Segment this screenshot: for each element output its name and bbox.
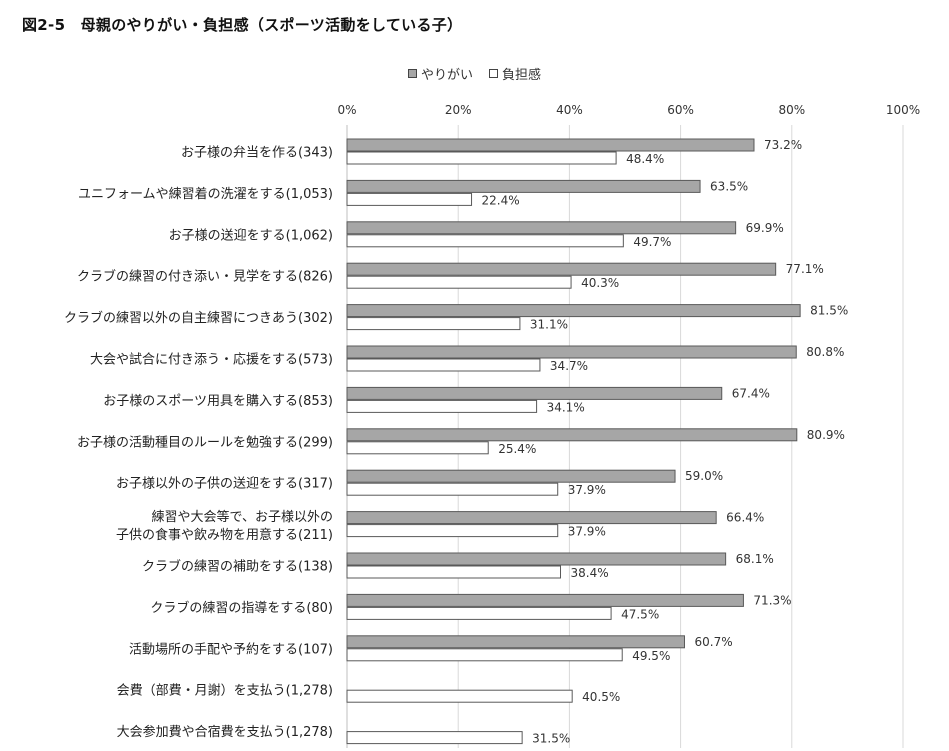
legend-swatch-secondary [489, 69, 498, 78]
category-label: 会費（部費・月謝）を支払う(1,278) [117, 684, 333, 699]
data-label-primary: 69.9% [746, 221, 784, 235]
legend-item-secondary: 負担感 [489, 64, 541, 83]
bar-secondary [346, 275, 572, 289]
data-label-primary: 67.4% [732, 386, 770, 400]
category-label-line: 子供の食事や飲み物を用意する(211) [116, 527, 333, 543]
bar-primary [346, 304, 801, 318]
category-label: お子様の送迎をする(1,062) [169, 228, 333, 243]
data-label-secondary: 38.4% [571, 566, 609, 580]
bar-secondary [346, 358, 541, 372]
bar-primary [346, 593, 744, 607]
category-label-line: 練習や大会等で、お子様以外の [152, 509, 333, 525]
data-label-secondary: 49.7% [633, 235, 671, 249]
data-label-primary: 66.4% [726, 511, 764, 525]
bar-primary [346, 345, 797, 359]
category-label: クラブの練習以外の自主練習につきあう(302) [64, 310, 333, 326]
category-label: お子様の活動種目のルールを勉強する(299) [77, 434, 333, 450]
data-label-secondary: 31.5% [532, 732, 570, 746]
x-tick-label: 100% [886, 103, 920, 117]
category-label: ユニフォームや練習着の洗濯をする(1,053) [78, 186, 333, 202]
bar-secondary [346, 234, 624, 248]
data-label-primary: 81.5% [810, 304, 848, 318]
bar-secondary [346, 606, 612, 620]
bar-primary [346, 221, 737, 235]
bar-primary [346, 511, 717, 525]
category-label: 大会や試合に付き添う・応援をする(573) [90, 352, 333, 368]
data-label-secondary: 47.5% [621, 607, 659, 621]
data-label-secondary: 25.4% [498, 442, 536, 456]
data-label-primary: 59.0% [685, 469, 723, 483]
data-label-secondary: 49.5% [632, 649, 670, 663]
chart-title: 図2-5 母親のやりがい・負担感（スポーツ活動をしている子） [22, 16, 463, 34]
x-tick-label: 40% [556, 103, 583, 117]
bar-secondary [346, 317, 521, 331]
bar-secondary [346, 151, 617, 165]
x-tick-label: 60% [667, 103, 694, 117]
data-label-primary: 60.7% [694, 635, 732, 649]
bar-primary [346, 262, 777, 276]
data-label-primary: 80.8% [806, 345, 844, 359]
bar-secondary [346, 399, 538, 413]
bar-primary [346, 635, 685, 649]
data-label-secondary: 48.4% [626, 152, 664, 166]
bar-secondary [346, 524, 559, 538]
bar-primary [346, 428, 798, 442]
data-label-secondary: 37.9% [568, 525, 606, 539]
x-tick-label: 20% [445, 103, 472, 117]
bar-primary [346, 138, 755, 152]
data-label-secondary: 22.4% [482, 193, 520, 207]
legend-label-primary: やりがい [420, 68, 473, 83]
data-label-primary: 77.1% [786, 262, 824, 276]
bar-secondary [346, 731, 523, 745]
category-label: クラブの練習の指導をする(80) [150, 600, 333, 616]
data-label-primary: 80.9% [807, 428, 845, 442]
bar-secondary [346, 565, 562, 579]
data-label-secondary: 37.9% [568, 483, 606, 497]
bar-secondary [346, 648, 623, 662]
bar-primary [346, 469, 676, 483]
x-tick-label: 80% [778, 103, 805, 117]
legend-item-primary: やりがい [407, 64, 473, 83]
data-label-primary: 71.3% [753, 593, 791, 607]
x-tick-label: 0% [337, 103, 356, 117]
category-label: お子様のスポーツ用具を購入する(853) [103, 394, 333, 409]
bar-secondary [346, 689, 573, 703]
bar-secondary [346, 192, 473, 206]
data-label-secondary: 40.5% [582, 690, 620, 704]
bar-secondary [346, 441, 489, 455]
chart-legend: やりがい 負担感 [0, 64, 949, 83]
bar-primary [346, 179, 701, 193]
legend-label-secondary: 負担感 [502, 68, 542, 83]
data-label-primary: 68.1% [736, 552, 774, 566]
category-label: クラブの練習の付き添い・見学をする(826) [77, 269, 333, 285]
data-label-secondary: 40.3% [581, 276, 619, 290]
category-label: 練習や大会等で、お子様以外の子供の食事や飲み物を用意する(211) [116, 509, 333, 543]
legend-swatch-primary [407, 69, 417, 78]
data-label-secondary: 31.1% [530, 318, 568, 332]
data-label-primary: 73.2% [764, 138, 802, 152]
category-label: 活動場所の手配や予約をする(107) [129, 642, 333, 657]
category-label: お子様の弁当を作る(343) [181, 146, 333, 161]
data-label-primary: 63.5% [710, 179, 748, 193]
bar-primary [346, 386, 723, 400]
category-label: クラブの練習の補助をする(138) [142, 559, 333, 575]
category-label: 大会参加費や合宿費を支払う(1,278) [117, 724, 333, 740]
data-label-secondary: 34.7% [550, 359, 588, 373]
category-label: お子様以外の子供の送迎をする(317) [116, 477, 333, 492]
bar-primary [346, 552, 727, 566]
data-label-secondary: 34.1% [547, 400, 585, 414]
bar-secondary [346, 482, 559, 496]
